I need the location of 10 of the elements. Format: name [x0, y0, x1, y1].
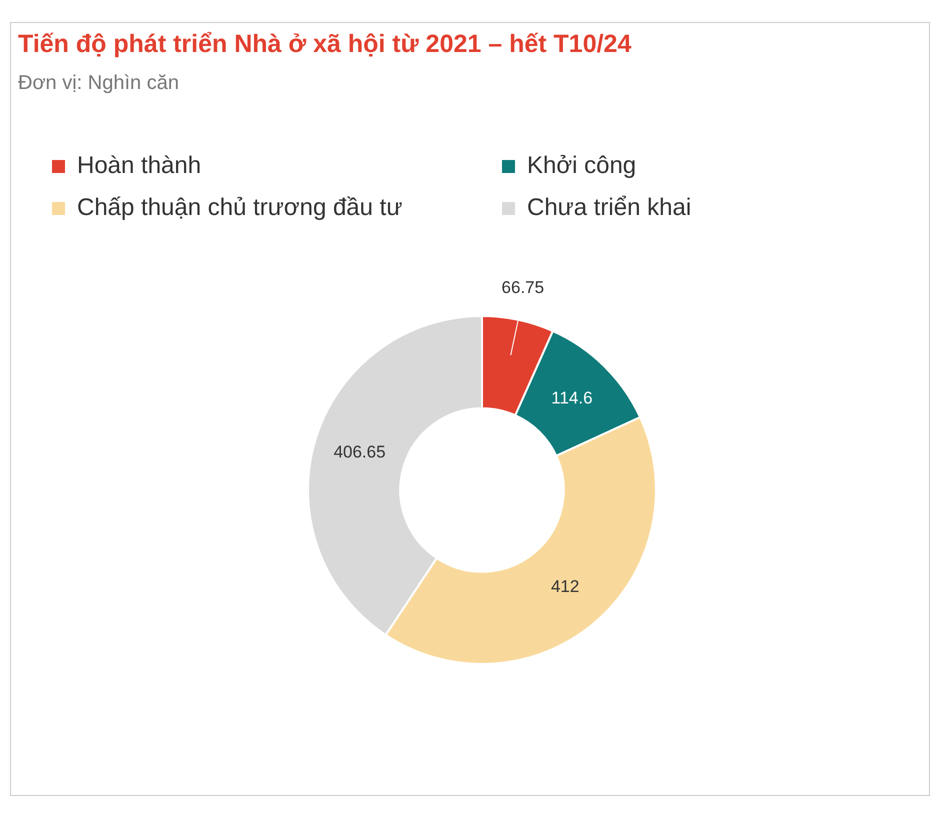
data-label: 406.65 — [334, 442, 386, 462]
data-label: 412 — [550, 576, 580, 596]
legend-label: Chấp thuận chủ trương đầu tư — [77, 194, 402, 222]
data-label: 66.75 — [502, 278, 544, 297]
legend-label: Chưa triển khai — [527, 194, 692, 222]
chart-subtitle: Đơn vị: Nghìn căn — [18, 72, 179, 95]
legend-label: Hoàn thành — [77, 152, 202, 180]
data-label: 114.6 — [551, 388, 593, 408]
legend-label: Khởi công — [527, 152, 636, 180]
chart-title: Tiến độ phát triển Nhà ở xã hội từ 2021 – hết T10/24 — [18, 30, 632, 59]
